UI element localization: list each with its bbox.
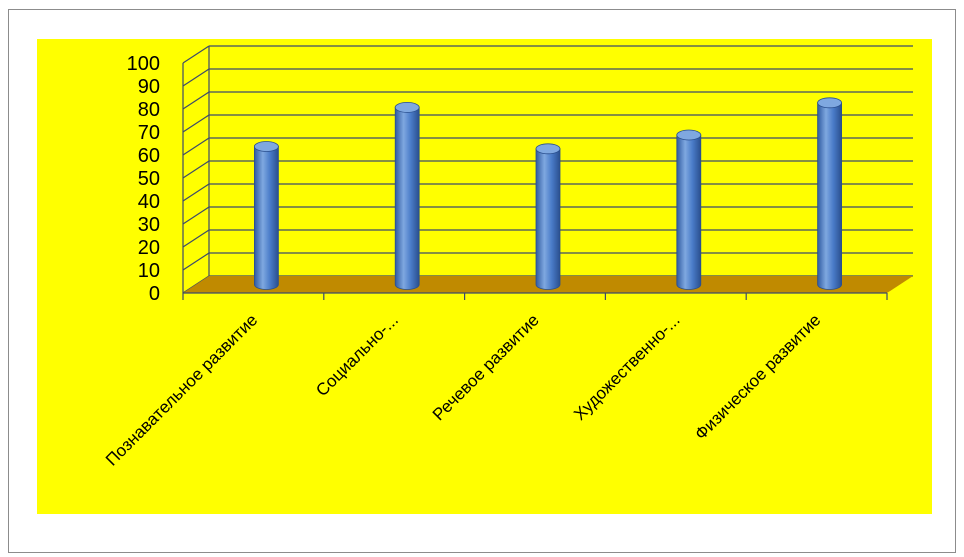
y-tick-label: 40 xyxy=(138,191,160,213)
y-tick-label: 100 xyxy=(127,53,160,75)
grid-line-side xyxy=(182,137,210,156)
grid-line-side xyxy=(182,91,210,110)
grid-line-side xyxy=(182,183,210,202)
grid-line-side xyxy=(182,252,210,271)
y-tick-label: 20 xyxy=(138,237,160,259)
grid-line-side xyxy=(182,160,210,179)
y-tick-label: 50 xyxy=(138,168,160,190)
y-tick-label: 0 xyxy=(149,283,160,305)
bar xyxy=(394,102,420,290)
y-tick-label: 70 xyxy=(138,122,160,144)
y-tick-label: 80 xyxy=(138,99,160,121)
bar xyxy=(253,141,279,290)
y-tick-label: 30 xyxy=(138,214,160,236)
grid-line-side xyxy=(182,229,210,248)
bar-body xyxy=(254,146,279,290)
bars xyxy=(253,97,842,290)
grid-line-side xyxy=(182,206,210,225)
grid-line-side xyxy=(182,45,210,64)
bar-body xyxy=(676,134,702,290)
bar-top xyxy=(535,143,561,155)
y-tick-label: 60 xyxy=(138,145,160,167)
grid-line-side xyxy=(182,68,210,87)
bar-top xyxy=(817,97,842,109)
grid-line-side xyxy=(182,114,210,133)
bar-body xyxy=(817,102,842,290)
grid-lines xyxy=(182,45,913,294)
bar-top xyxy=(253,141,279,152)
bar xyxy=(535,143,561,290)
bar-body xyxy=(535,148,561,290)
bar xyxy=(676,129,702,290)
y-tick-label: 90 xyxy=(138,76,160,98)
y-tick-label: 10 xyxy=(138,260,160,282)
bar-top xyxy=(676,129,702,141)
bar-body xyxy=(394,107,420,290)
bar xyxy=(817,97,842,290)
bar-top xyxy=(394,102,420,113)
